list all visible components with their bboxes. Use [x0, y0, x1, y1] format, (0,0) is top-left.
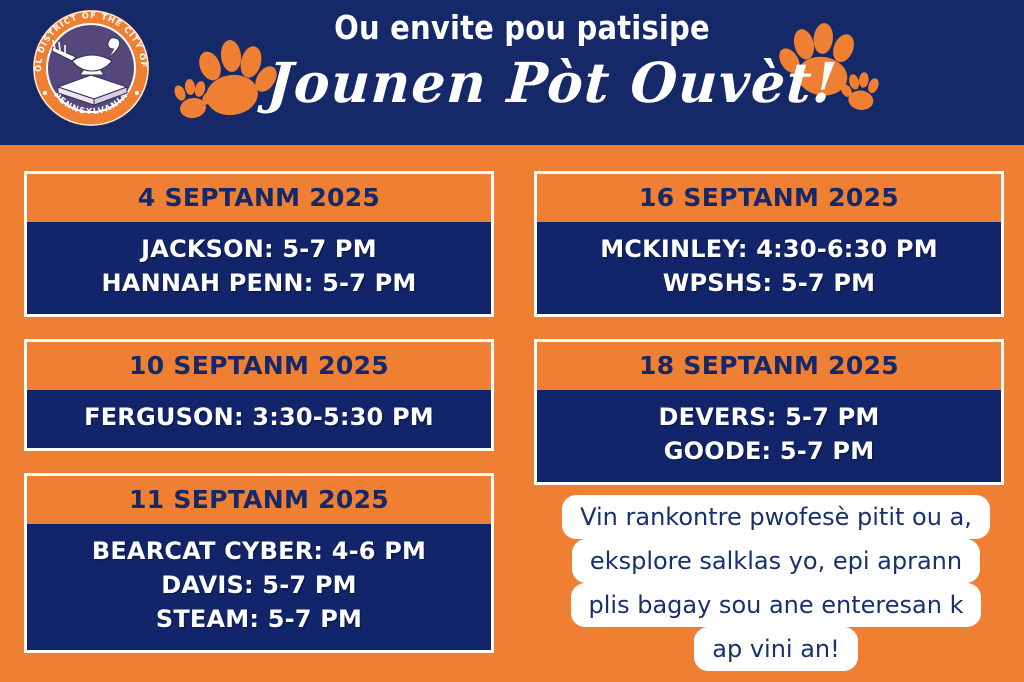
bubble-text-line: plis bagay sou ane enteresan k: [570, 583, 982, 627]
event-schools: DEVERS: 5-7 PM GOODE: 5-7 PM: [537, 390, 1001, 482]
event-card: 11 SEPTANM 2025 BEARCAT CYBER: 4-6 PM DA…: [24, 473, 494, 653]
event-date: 18 SEPTANM 2025: [537, 342, 1001, 390]
event-date: 16 SEPTANM 2025: [537, 174, 1001, 222]
event-date: 10 SEPTANM 2025: [27, 342, 491, 390]
events-board: 4 SEPTANM 2025 JACKSON: 5-7 PM HANNAH PE…: [0, 145, 1024, 682]
event-schools: FERGUSON: 3:30-5:30 PM: [27, 390, 491, 448]
event-school-line: HANNAH PENN: 5-7 PM: [101, 269, 417, 297]
event-schools: JACKSON: 5-7 PM HANNAH PENN: 5-7 PM: [27, 222, 491, 314]
invitation-message-bubble: Vin rankontre pwofesè pitit ou a, eksplo…: [548, 495, 1004, 671]
event-school-line: BEARCAT CYBER: 4-6 PM: [91, 537, 427, 565]
paw-print-icon-right: [776, 12, 884, 120]
title-line-invitation: Ou envite pou patisipe: [334, 8, 710, 47]
event-card: 16 SEPTANM 2025 MCKINLEY: 4:30-6:30 PM W…: [534, 171, 1004, 317]
event-school-line: MCKINLEY: 4:30-6:30 PM: [600, 235, 938, 263]
event-school-line: DAVIS: 5-7 PM: [161, 571, 357, 599]
header-banner: SCHOOL DISTRICT OF THE CITY OF YORK PENN…: [0, 0, 1024, 145]
event-school-line: FERGUSON: 3:30-5:30 PM: [84, 403, 434, 431]
event-school-line: GOODE: 5-7 PM: [663, 437, 875, 465]
event-date: 4 SEPTANM 2025: [27, 174, 491, 222]
school-district-seal-logo: SCHOOL DISTRICT OF THE CITY OF YORK PENN…: [28, 1, 150, 127]
event-schools: BEARCAT CYBER: 4-6 PM DAVIS: 5-7 PM STEA…: [27, 524, 491, 650]
events-column-right: 16 SEPTANM 2025 MCKINLEY: 4:30-6:30 PM W…: [534, 171, 1004, 507]
event-school-line: DEVERS: 5-7 PM: [658, 403, 880, 431]
event-date: 11 SEPTANM 2025: [27, 476, 491, 524]
events-column-left: 4 SEPTANM 2025 JACKSON: 5-7 PM HANNAH PE…: [24, 171, 494, 675]
event-school-line: JACKSON: 5-7 PM: [141, 235, 377, 263]
event-card: 18 SEPTANM 2025 DEVERS: 5-7 PM GOODE: 5-…: [534, 339, 1004, 485]
title-line-event-name: Jounen Pòt Ouvèt!: [265, 50, 840, 115]
event-schools: MCKINLEY: 4:30-6:30 PM WPSHS: 5-7 PM: [537, 222, 1001, 314]
bubble-text-line: eksplore salklas yo, epi aprann: [571, 539, 981, 583]
event-school-line: WPSHS: 5-7 PM: [662, 269, 876, 297]
event-card: 4 SEPTANM 2025 JACKSON: 5-7 PM HANNAH PE…: [24, 171, 494, 317]
bubble-text-line: ap vini an!: [694, 627, 858, 671]
event-card: 10 SEPTANM 2025 FERGUSON: 3:30-5:30 PM: [24, 339, 494, 451]
page-title: Ou envite pou patisipe Jounen Pòt Ouvèt!: [262, 8, 840, 118]
event-school-line: STEAM: 5-7 PM: [155, 605, 363, 633]
paw-print-icon-left: [168, 22, 280, 127]
bubble-text-line: Vin rankontre pwofesè pitit ou a,: [562, 495, 990, 539]
